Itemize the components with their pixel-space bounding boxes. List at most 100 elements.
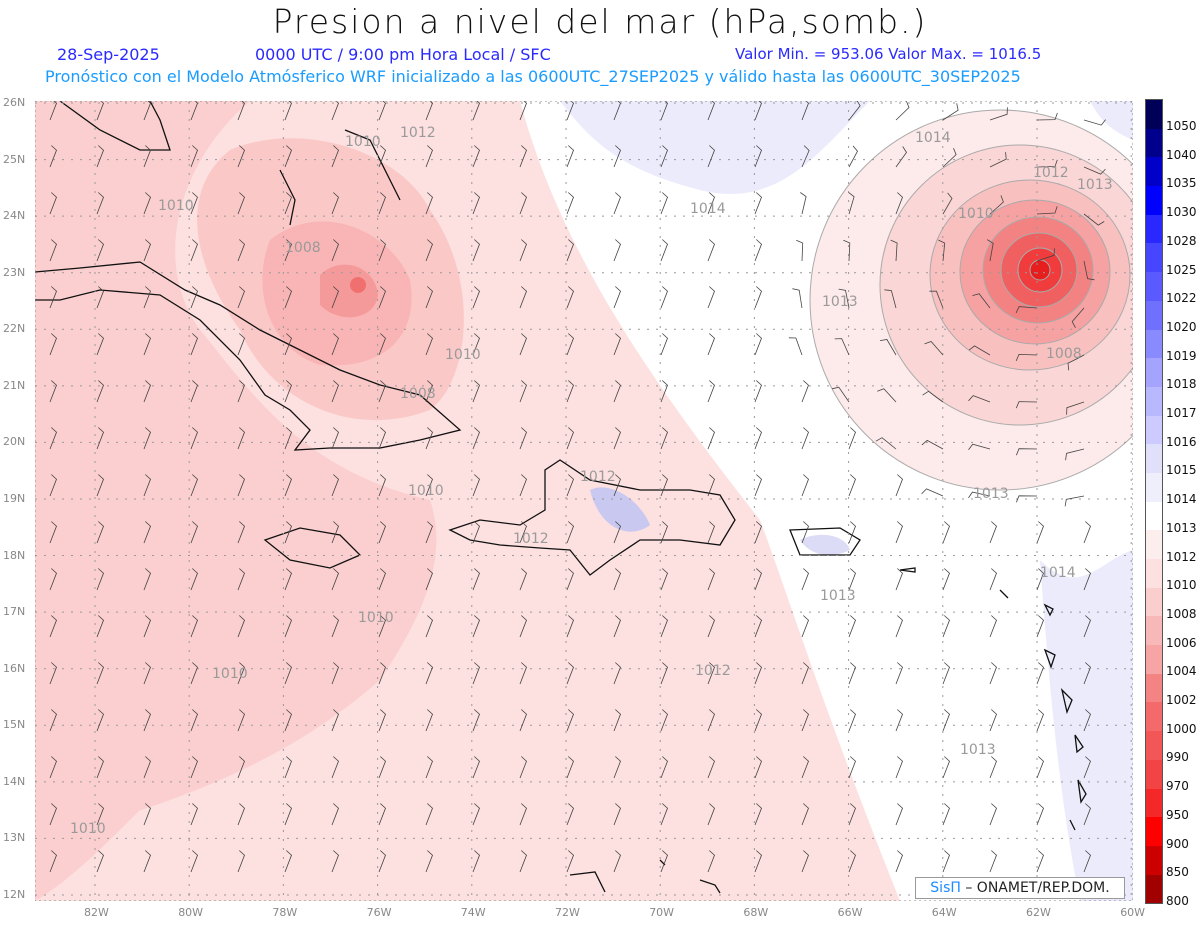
wind-barb <box>707 474 715 497</box>
wind-barb <box>143 333 151 356</box>
wind-barb <box>49 474 57 497</box>
wind-barb <box>801 101 809 121</box>
wind-barb <box>519 101 527 121</box>
wind-barb <box>425 568 433 591</box>
shade-1008-1010 <box>35 101 437 840</box>
contour-label: 1014 <box>690 201 726 217</box>
wind-barb <box>472 239 480 262</box>
wind-barb <box>49 145 57 168</box>
wind-barb <box>848 850 856 873</box>
wind-barb <box>848 474 856 497</box>
wind-barb <box>143 427 151 450</box>
wind-barb <box>921 439 944 450</box>
wind-barb <box>989 521 997 544</box>
wind-barb <box>425 615 433 638</box>
wind-barb <box>143 803 151 826</box>
wind-barb <box>707 709 715 732</box>
wind-barb <box>1036 615 1044 638</box>
wind-barb <box>284 662 292 685</box>
wind-barb <box>190 850 198 873</box>
wind-barb <box>660 662 668 685</box>
lon-label: 60W <box>1120 906 1146 919</box>
wind-barb <box>801 850 809 873</box>
wind-barb <box>284 521 292 544</box>
wind-barbs <box>49 101 1106 873</box>
wind-barb <box>237 239 245 262</box>
puerto-rico-coast <box>789 527 861 556</box>
colorbar-swatch <box>1146 358 1162 387</box>
wind-barb <box>890 239 898 262</box>
wind-barb <box>1016 495 1038 503</box>
wind-barb <box>96 568 104 591</box>
wind-barb <box>331 850 339 873</box>
colorbar-swatch <box>1146 845 1162 875</box>
wind-barb <box>566 850 574 873</box>
wind-barb <box>986 239 994 262</box>
wind-barb <box>49 803 57 826</box>
wind-barb <box>707 662 715 685</box>
wind-barb <box>566 380 574 403</box>
colorbar-label: 1014 <box>1166 492 1197 507</box>
lon-label: 76W <box>366 906 392 919</box>
wind-barb <box>1083 166 1106 175</box>
wind-barb <box>96 380 104 403</box>
wind-barb <box>143 709 151 732</box>
wind-barb <box>838 288 850 309</box>
wind-barb <box>425 333 433 356</box>
wind-barb <box>895 850 903 873</box>
lat-label: 13N <box>3 831 26 845</box>
colorbar-label: 1017 <box>1166 406 1197 420</box>
wind-barb <box>566 427 574 450</box>
lat-label: 16N <box>3 661 26 675</box>
colorbar-swatch <box>1146 300 1162 330</box>
wind-barb <box>284 474 292 497</box>
wind-barb <box>660 333 668 356</box>
wind-barb <box>754 474 762 497</box>
wind-barb <box>96 101 104 121</box>
colorbar-swatch <box>1146 874 1162 904</box>
wind-barb <box>49 239 57 262</box>
wind-barb <box>472 145 480 168</box>
lat-label: 24N <box>3 209 26 223</box>
wind-barb <box>190 380 198 403</box>
colorbar-swatch <box>1146 329 1162 359</box>
wind-barb <box>707 521 715 544</box>
wind-barb <box>754 756 762 779</box>
wind-barb <box>707 145 715 168</box>
wind-barb <box>754 568 762 591</box>
wind-barb <box>660 239 668 262</box>
pressure-map: 1010 1012 1010 1008 1010 1008 1010 1012 … <box>35 101 1133 901</box>
wind-barb <box>1036 159 1058 168</box>
contour-label: 1008 <box>400 386 436 402</box>
wind-barb <box>284 145 292 168</box>
wind-barb <box>472 662 480 685</box>
colorbar-label: 1012 <box>1166 549 1197 564</box>
wind-barb <box>237 474 245 497</box>
wind-barb <box>660 709 668 732</box>
wind-barb <box>707 192 715 215</box>
colorbar-label: 1040 <box>1166 147 1197 162</box>
wind-barb <box>801 709 809 732</box>
wind-barb <box>378 145 386 168</box>
wind-barb <box>143 101 151 121</box>
wind-barb <box>801 568 809 591</box>
wind-barb <box>190 709 198 732</box>
wind-barb <box>425 709 433 732</box>
wind-barb <box>801 380 809 403</box>
wind-barb <box>801 474 809 497</box>
wind-barb <box>801 803 809 826</box>
wind-barb <box>190 333 198 356</box>
colorbar-label: 1019 <box>1166 348 1197 363</box>
wind-barb <box>472 333 480 356</box>
contour-label: 1010 <box>445 347 481 363</box>
wind-barb <box>96 427 104 450</box>
lon-label: 70W <box>649 906 675 919</box>
wind-barb <box>707 427 715 450</box>
wind-barb <box>331 427 339 450</box>
wind-barb <box>425 521 433 544</box>
lat-label: 17N <box>3 605 26 619</box>
wind-barb <box>1066 401 1085 415</box>
wind-barb <box>49 286 57 309</box>
wind-barb <box>660 568 668 591</box>
contour-label: 1010 <box>212 666 248 682</box>
